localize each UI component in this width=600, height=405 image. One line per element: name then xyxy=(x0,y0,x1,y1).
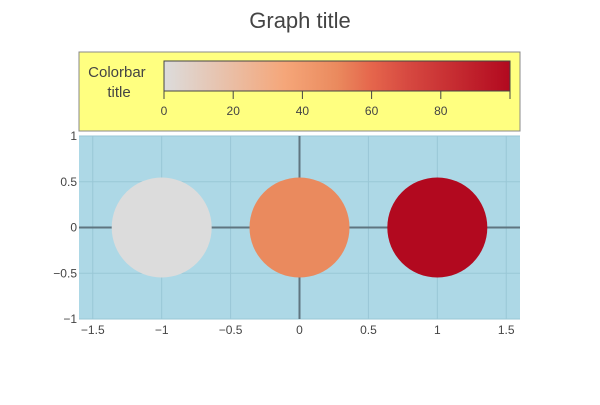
colorbar-tick-label: 0 xyxy=(161,104,168,118)
colorbar-gradient xyxy=(163,60,511,92)
markers xyxy=(111,177,488,278)
x-tick-label: −0.5 xyxy=(219,323,243,337)
y-tick-label: 0 xyxy=(70,221,77,235)
colorbar: Colorbar title 0 20 40 60 80 xyxy=(78,51,521,132)
colorbar-title-line-1: Colorbar xyxy=(88,64,146,81)
marker-point-1 xyxy=(111,177,212,278)
x-tick-label: 0 xyxy=(296,323,303,337)
colorbar-ticks: 0 20 40 60 80 xyxy=(161,91,511,118)
y-tick-label: 1 xyxy=(70,129,77,143)
colorbar-tick-label: 20 xyxy=(227,104,241,118)
x-tick-label: 1 xyxy=(434,323,441,337)
colorbar-title-line-2: title xyxy=(107,84,130,101)
y-tick-label: −0.5 xyxy=(53,266,77,280)
colorbar-title: Colorbar title xyxy=(88,64,150,101)
x-tick-label: 0.5 xyxy=(360,323,377,337)
y-axis-ticks: −1 −0.5 0 0.5 1 xyxy=(53,129,77,326)
colorbar-tick-label: 60 xyxy=(365,104,379,118)
x-tick-label: −1.5 xyxy=(81,323,105,337)
x-tick-label: 1.5 xyxy=(498,323,515,337)
x-axis-ticks: −1.5 −1 −0.5 0 0.5 1 1.5 xyxy=(81,323,515,337)
marker-point-3 xyxy=(387,177,488,278)
marker-point-2 xyxy=(249,177,350,278)
chart-title: Graph title xyxy=(249,8,351,33)
colorbar-tick-label: 40 xyxy=(296,104,310,118)
x-tick-label: −1 xyxy=(155,323,169,337)
colorbar-tick-label: 80 xyxy=(434,104,448,118)
y-tick-label: 0.5 xyxy=(60,175,77,189)
y-tick-label: −1 xyxy=(63,312,77,326)
